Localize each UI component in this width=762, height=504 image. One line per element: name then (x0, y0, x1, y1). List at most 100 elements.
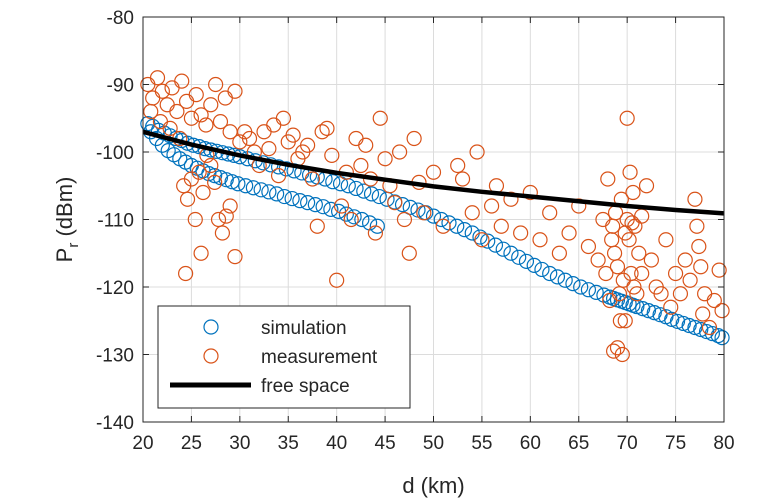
y-tick-label: -140 (96, 413, 134, 434)
measurement-point (617, 313, 633, 329)
measurement-point (469, 144, 485, 160)
measurement-point (232, 134, 248, 150)
simulation-point (480, 233, 496, 249)
measurement-point (324, 147, 340, 163)
measurement-point (643, 252, 659, 268)
measurement-point (634, 265, 650, 282)
simulation-point (503, 245, 519, 261)
measurement-point (309, 218, 325, 234)
measurement-point (198, 117, 214, 133)
measurement-point (658, 232, 674, 248)
simulation-point (588, 284, 604, 300)
measurement-point (464, 205, 480, 221)
measurement-point (571, 198, 587, 214)
measurement-point (300, 137, 316, 153)
measurement-point (542, 205, 558, 221)
measurement-point (693, 259, 709, 275)
simulation-point (710, 328, 726, 344)
y-tick-label: -110 (97, 211, 134, 232)
legend-box (157, 305, 411, 409)
measurement-point (450, 157, 466, 174)
measurement-point (261, 141, 277, 157)
measurement-point (174, 73, 190, 89)
simulation-point (675, 315, 691, 332)
measurement-point (329, 272, 345, 288)
measurement-point (193, 245, 209, 261)
x-axis-label: d (km) (402, 473, 464, 498)
measurement-point (609, 340, 626, 356)
measurement-point (689, 218, 705, 234)
y-tick-label: -80 (107, 8, 134, 29)
measurement-point (193, 107, 209, 123)
measurement-point (622, 164, 638, 180)
measurement-point (222, 198, 238, 214)
measurement-point (285, 127, 301, 143)
simulation-point (307, 197, 323, 213)
measurement-point (227, 249, 243, 265)
simulation-point (487, 237, 504, 253)
measurement-point (493, 218, 509, 234)
measurement-point (358, 137, 374, 153)
simulation-point (714, 330, 730, 346)
measurement-point (353, 157, 369, 174)
measurement-point (214, 225, 231, 241)
simulation-point (681, 317, 697, 334)
measurement-point (154, 83, 170, 99)
y-tick-label: -130 (96, 346, 134, 367)
simulation-point (371, 188, 387, 205)
measurement-point (484, 198, 500, 214)
y-axis-label-unit: (dBm) (52, 177, 77, 243)
x-tick-label: 20 (132, 433, 153, 454)
simulation-point (664, 311, 680, 327)
measurement-point (343, 211, 359, 228)
y-tick-label: -90 (107, 76, 134, 97)
simulation-point (698, 323, 715, 340)
measurement-point (695, 306, 711, 322)
simulation-point (596, 287, 612, 303)
series-free-space (142, 129, 725, 216)
axis-ticks: 20 25 30 35 40 45 50 55 60 65 70 75 80 -140 -130 -120 -1… (96, 8, 735, 454)
x-tick-label: 25 (181, 433, 202, 454)
measurement-point (169, 103, 185, 120)
measurement-point (333, 198, 350, 214)
free-space-line (142, 129, 725, 216)
simulation-point (629, 298, 645, 315)
measurement-point (551, 245, 567, 261)
x-tick-label: 45 (375, 433, 396, 454)
legend: simulation measurement free space (157, 305, 411, 409)
measurement-point (212, 114, 229, 130)
measurement-point (691, 238, 707, 255)
simulation-point (369, 218, 385, 234)
legend-measurement-marker (203, 348, 219, 364)
measurement-point (600, 171, 616, 187)
simulation-point (635, 301, 651, 317)
simulation-point (261, 184, 277, 200)
simulation-point (363, 186, 380, 202)
measurement-point (629, 286, 645, 302)
measurement-point (179, 191, 196, 207)
measurement-point (667, 265, 684, 282)
simulation-point (292, 193, 308, 209)
x-tick-label: 30 (229, 433, 250, 454)
measurement-point (631, 245, 647, 261)
simulation-point (224, 174, 240, 190)
measurement-point (241, 130, 258, 147)
simulation-point (549, 269, 566, 285)
x-tick-label: 65 (568, 433, 589, 454)
simulation-point (218, 172, 234, 188)
simulation-point (253, 182, 269, 198)
measurement-point (711, 262, 727, 278)
x-tick-label: 50 (423, 433, 444, 454)
measurement-point (532, 232, 548, 248)
simulation-point (402, 199, 418, 215)
simulation-point (557, 272, 573, 288)
measurement-point (626, 279, 642, 295)
simulation-point (526, 257, 542, 273)
simulation-point (640, 303, 657, 319)
simulation-point (212, 170, 229, 186)
simulation-point (338, 206, 354, 222)
simulation-point (518, 253, 535, 269)
simulation-point (315, 199, 331, 215)
measurement-point (178, 265, 194, 282)
measurement-point (188, 87, 204, 103)
